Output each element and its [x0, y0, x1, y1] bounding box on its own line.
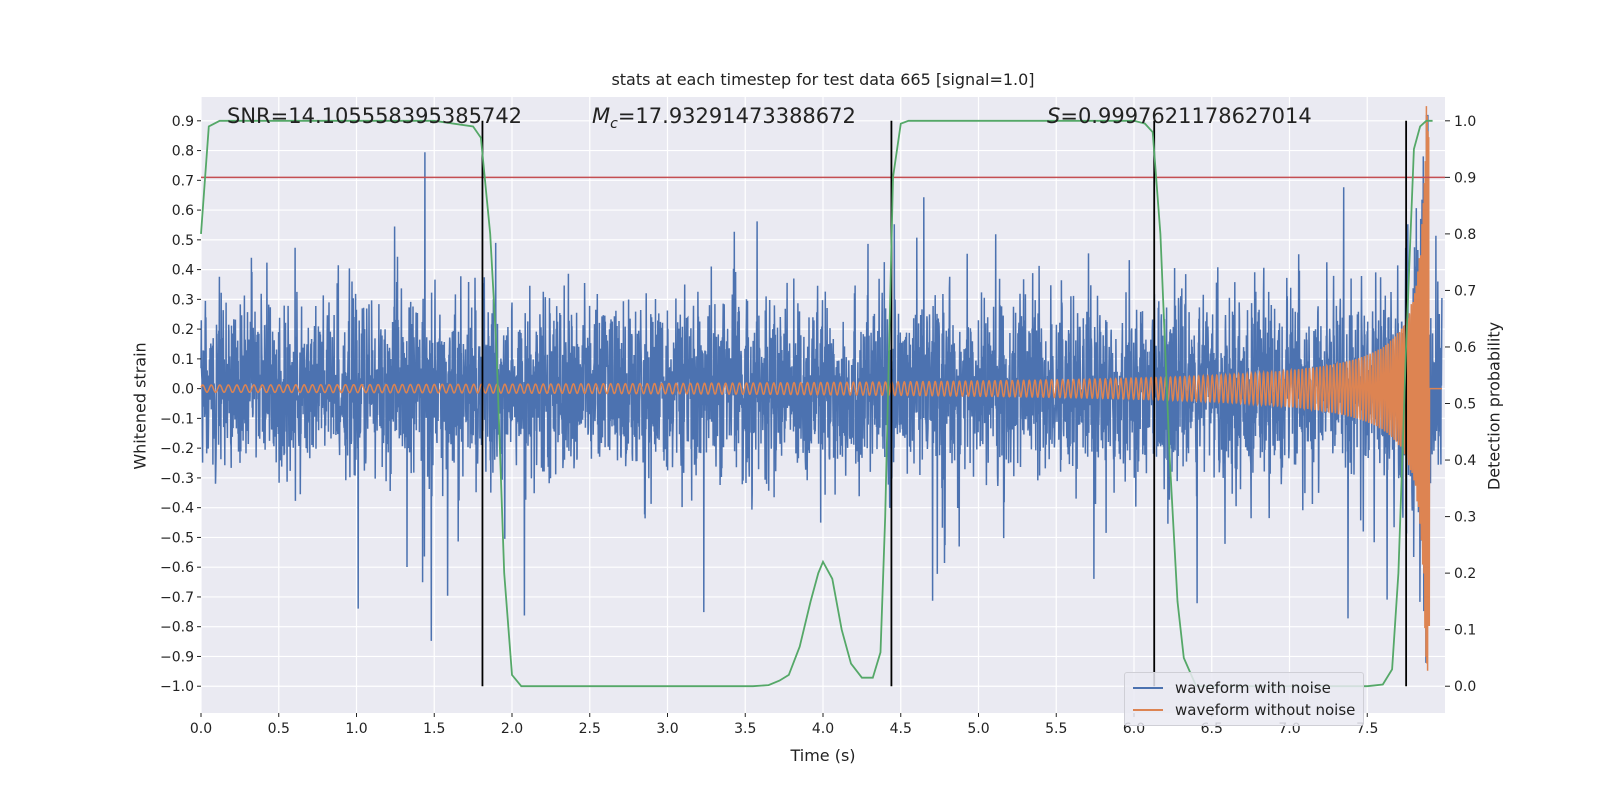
y-tick-label-right: 0.7	[1454, 283, 1476, 299]
y-tick-label-right: 0.4	[1454, 453, 1476, 469]
x-tick-label: 5.5	[1045, 721, 1067, 737]
y-tick-label-left: 0.5	[172, 233, 194, 249]
y-tick-label-left: −0.5	[160, 530, 194, 546]
y-tick-label-left: −0.1	[160, 411, 194, 427]
series-line-waveform-with-noise	[200, 114, 1443, 663]
x-axis-label: Time (s)	[790, 746, 856, 765]
y-tick-label-left: −0.3	[160, 471, 194, 487]
x-tick-label: 0.0	[190, 721, 212, 737]
y-tick-label-left: 0.7	[172, 173, 194, 189]
score-annotation: S=0.9997621178627014	[1047, 104, 1312, 128]
y-tick-label-left: −0.9	[160, 649, 194, 665]
chirp-mass-annotation: Mc=17.93291473388672	[592, 104, 856, 132]
x-tick-label: 3.5	[734, 721, 756, 737]
legend-swatch-clean	[1133, 709, 1163, 711]
y-tick-label-right: 1.0	[1454, 114, 1476, 130]
y-tick-label-left: −0.8	[160, 620, 194, 636]
x-tick-label: 5.0	[967, 721, 989, 737]
y-tick-label-right: 0.8	[1454, 227, 1476, 243]
y-tick-label-left: 0.1	[172, 352, 194, 368]
x-tick-label: 1.0	[345, 721, 367, 737]
legend-label-clean: waveform without noise	[1175, 701, 1356, 719]
chirp-mass-value: =17.93291473388672	[617, 104, 856, 128]
y-tick-label-left: −1.0	[160, 679, 194, 695]
y-tick-label-left: 0.2	[172, 322, 194, 338]
y-tick-label-left: 0.9	[172, 114, 194, 130]
chart-title: stats at each timestep for test data 665…	[611, 70, 1035, 89]
x-tick-label: 2.5	[579, 721, 601, 737]
y-tick-label-left: 0.0	[172, 382, 194, 398]
y-tick-label-left: −0.4	[160, 501, 194, 517]
x-tick-label: 1.5	[423, 721, 445, 737]
legend-label-noise: waveform with noise	[1175, 679, 1331, 697]
score-value: =0.9997621178627014	[1060, 104, 1312, 128]
y-tick-label-right: 0.1	[1454, 623, 1476, 639]
legend-item-noise: waveform with noise	[1133, 677, 1331, 699]
x-tick-label: 2.0	[501, 721, 523, 737]
y-tick-label-right: 0.3	[1454, 510, 1476, 526]
chirp-mass-symbol: M	[592, 104, 611, 128]
y-tick-label-left: 0.4	[172, 263, 194, 279]
y-tick-label-right: 0.9	[1454, 170, 1476, 186]
y-tick-label-right: 0.6	[1454, 340, 1476, 356]
legend-item-clean: waveform without noise	[1133, 699, 1355, 721]
y-tick-label-left: 0.3	[172, 292, 194, 308]
x-tick-label: 3.0	[656, 721, 678, 737]
legend-swatch-noise	[1133, 687, 1163, 689]
chirp-mass-subscript: c	[610, 116, 618, 133]
y-tick-label-left: −0.2	[160, 441, 194, 457]
x-tick-label: 4.5	[890, 721, 912, 737]
y-tick-label-right: 0.2	[1454, 566, 1476, 582]
snr-annotation: SNR=14.105558395385742	[227, 104, 523, 128]
y-axis-label-left: Whitened strain	[130, 342, 150, 470]
legend: waveform with noise waveform without noi…	[1124, 672, 1364, 726]
y-tick-label-left: −0.6	[160, 560, 194, 576]
y-axis-label-right: Detection probability	[1484, 321, 1504, 491]
series-line-waveform-without-noise	[200, 106, 1442, 671]
score-symbol: S	[1047, 104, 1061, 128]
y-tick-label-left: −0.7	[160, 590, 194, 606]
y-tick-label-left: 0.8	[172, 144, 194, 160]
y-tick-label-right: 0.5	[1454, 397, 1476, 413]
y-tick-label-left: 0.6	[172, 203, 194, 219]
y-tick-label-right: 0.0	[1454, 679, 1476, 695]
x-tick-label: 4.0	[812, 721, 834, 737]
x-tick-label: 0.5	[268, 721, 290, 737]
